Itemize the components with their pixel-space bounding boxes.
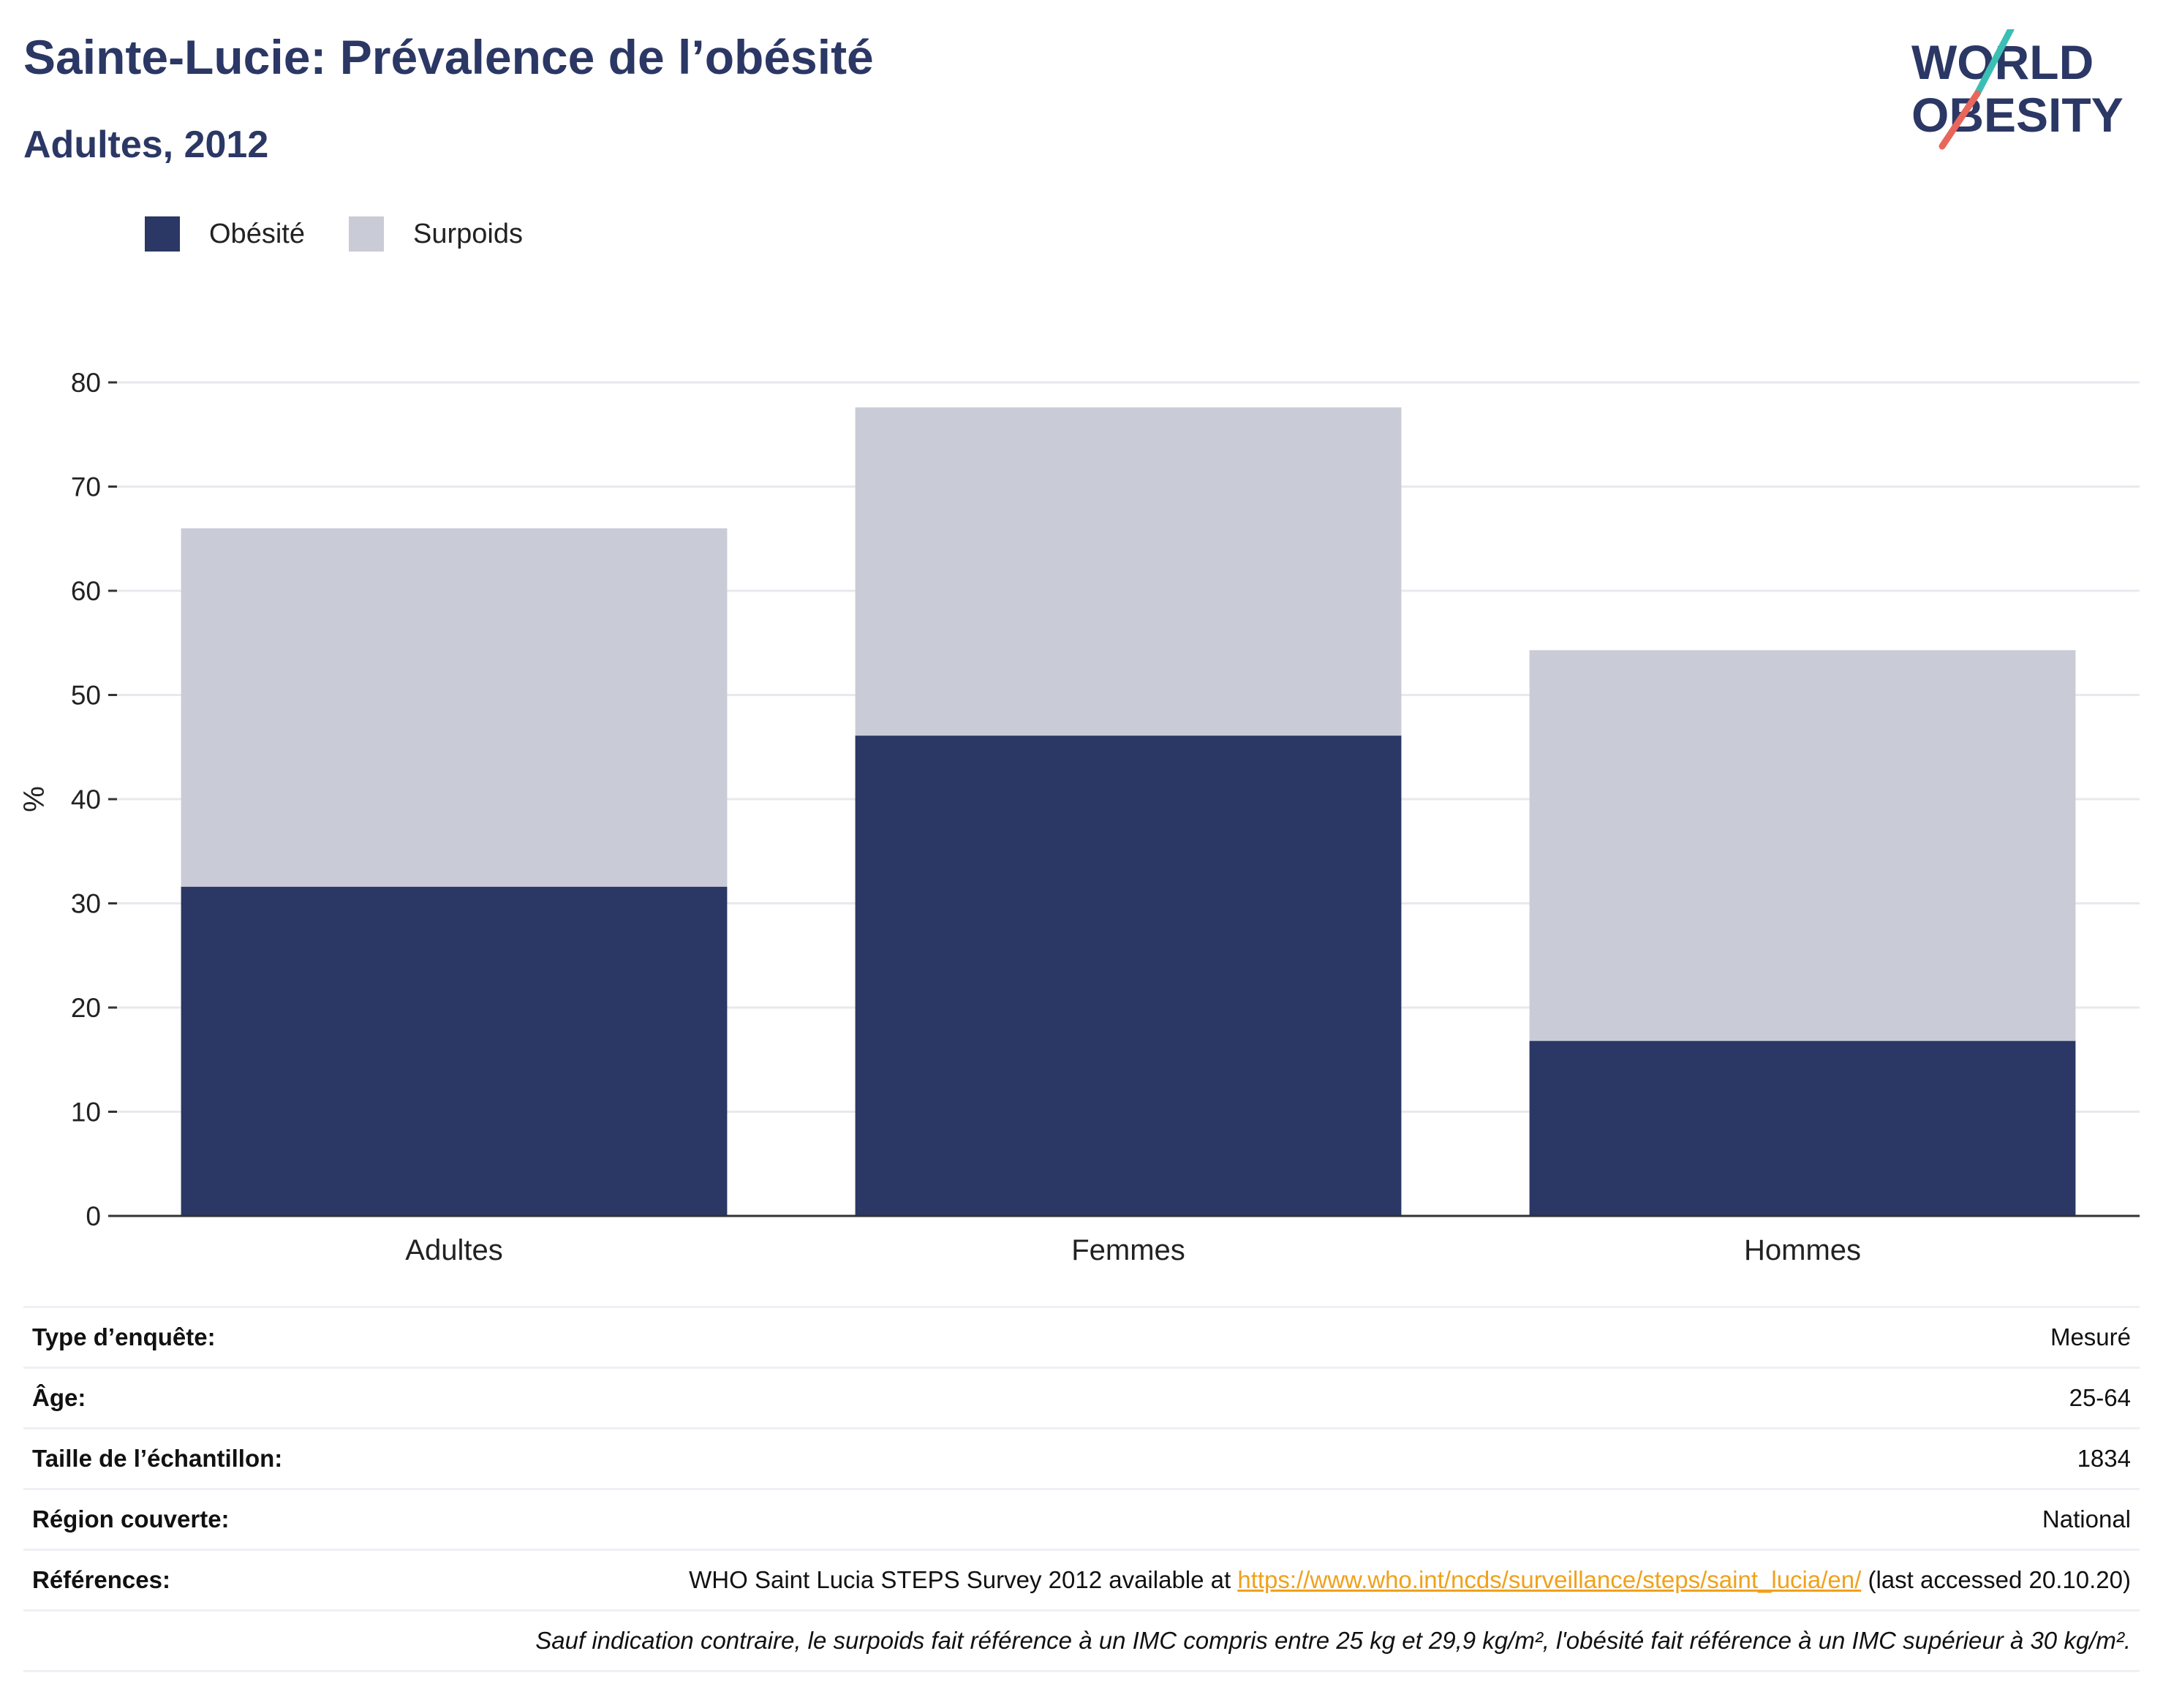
age-label: Âge: xyxy=(23,1367,421,1429)
info-row-references: Références: WHO Saint Lucia STEPS Survey… xyxy=(23,1549,2140,1611)
survey-info-table: Type d’enquête: Mesuré Âge: 25-64 Taille… xyxy=(23,1306,2140,1672)
region-value: National xyxy=(421,1488,2140,1550)
sample-size-value: 1834 xyxy=(421,1427,2140,1489)
bar-overweight-adultes xyxy=(181,528,728,887)
x-tick-label: Hommes xyxy=(1744,1234,1861,1266)
age-value: 25-64 xyxy=(421,1367,2140,1429)
bar-obesity-hommes xyxy=(1529,1040,2076,1216)
bar-obesity-adultes xyxy=(181,886,728,1216)
references-prefix: WHO Saint Lucia STEPS Survey 2012 availa… xyxy=(689,1566,1238,1593)
stacked-bar-chart: 0 10 20 30 40 50 60 70 80% Adultes Femmes Hommes xyxy=(18,368,2140,1266)
legend-swatch-obesity xyxy=(145,216,180,252)
info-row-region: Région couverte: National xyxy=(23,1488,2140,1550)
bmi-definition-note: Sauf indication contraire, le surpoids f… xyxy=(421,1609,2140,1672)
survey-type-value: Mesuré xyxy=(421,1306,2140,1368)
y-tick-label: 30 xyxy=(71,889,101,919)
chart-title: Sainte-Lucie: Prévalence de l’obésité xyxy=(23,30,874,84)
y-tick-label: 80 xyxy=(71,368,101,398)
legend-label-obesity: Obésité xyxy=(209,218,305,249)
info-row-sample-size: Taille de l’échantillon: 1834 xyxy=(23,1427,2140,1489)
y-tick-label: 50 xyxy=(71,681,101,711)
references-label: Références: xyxy=(23,1549,421,1611)
chart-subtitle: Adultes, 2012 xyxy=(23,124,269,166)
sample-size-label: Taille de l’échantillon: xyxy=(23,1427,421,1489)
x-tick-label: Adultes xyxy=(405,1234,502,1266)
y-tick-label: 70 xyxy=(71,472,101,502)
references-value: WHO Saint Lucia STEPS Survey 2012 availa… xyxy=(421,1549,2140,1611)
references-suffix: (last accessed 20.10.20) xyxy=(1861,1566,2131,1593)
bar-overweight-hommes xyxy=(1529,650,2076,1041)
y-tick-label: 10 xyxy=(71,1097,101,1127)
logo-line2: OBESITY xyxy=(1911,88,2124,142)
info-row-age: Âge: 25-64 xyxy=(23,1367,2140,1429)
y-tick-label: 20 xyxy=(71,993,101,1023)
y-axis-label: % xyxy=(18,786,50,812)
y-tick-label: 60 xyxy=(71,576,101,606)
world-obesity-logo: WORLD OBESITY xyxy=(1911,29,2124,150)
legend-swatch-overweight xyxy=(348,216,384,252)
bar-overweight-femmes xyxy=(855,407,1402,736)
bar-obesity-femmes xyxy=(855,736,1402,1216)
survey-type-label: Type d’enquête: xyxy=(23,1306,421,1368)
info-row-survey-type: Type d’enquête: Mesuré xyxy=(23,1306,2140,1368)
y-tick-label: 40 xyxy=(71,785,101,815)
legend-label-overweight: Surpoids xyxy=(412,218,523,249)
x-tick-label: Femmes xyxy=(1071,1234,1185,1266)
chart-legend: Obésité Surpoids xyxy=(145,216,567,252)
references-link[interactable]: https://www.who.int/ncds/surveillance/st… xyxy=(1237,1566,1862,1593)
region-label: Région couverte: xyxy=(23,1488,421,1550)
y-tick-label: 0 xyxy=(86,1201,101,1231)
info-row-note: Sauf indication contraire, le surpoids f… xyxy=(23,1609,2140,1672)
